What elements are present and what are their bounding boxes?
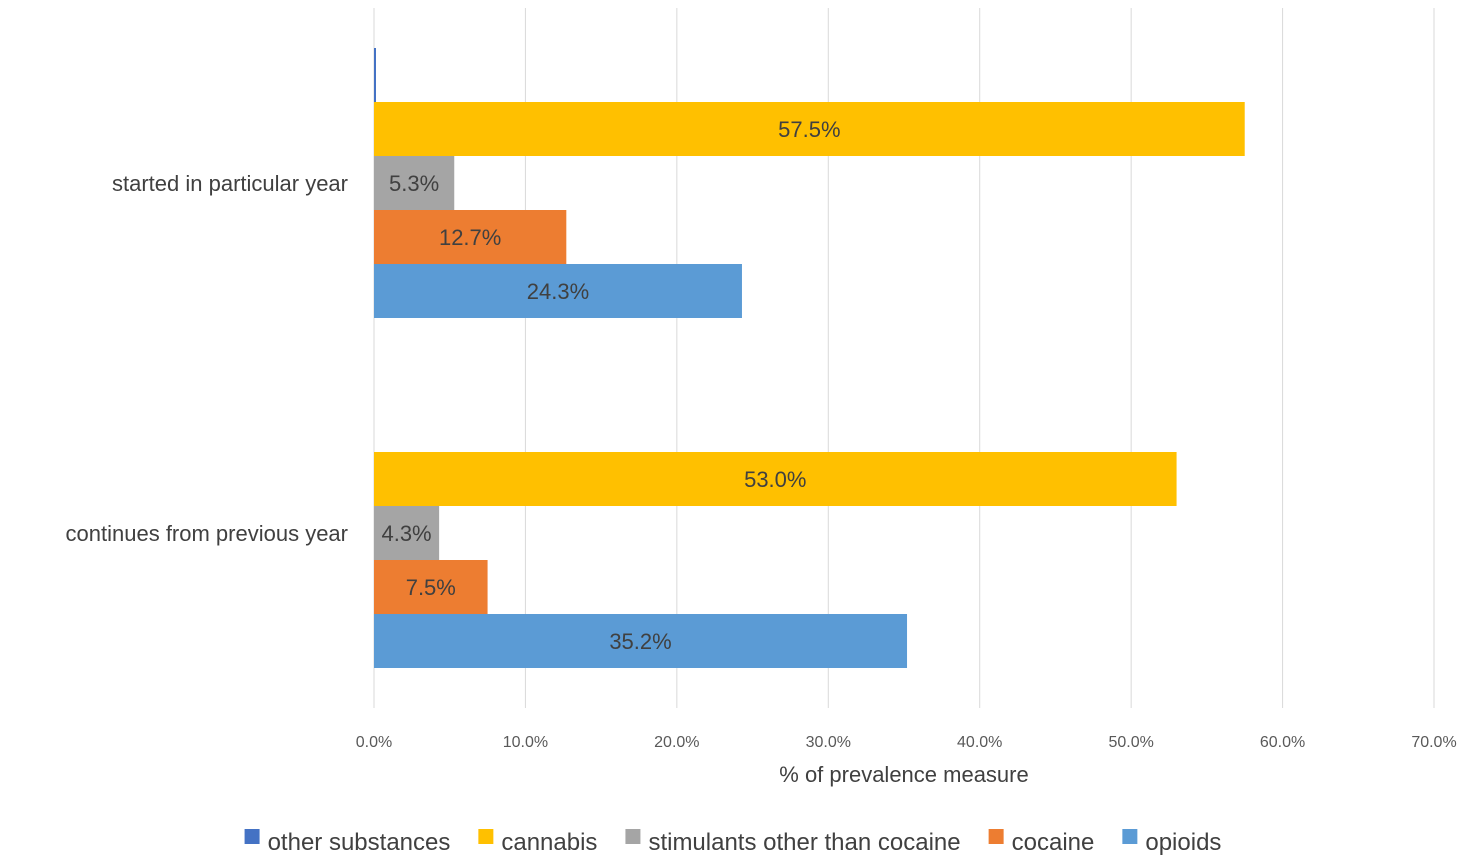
bar bbox=[374, 48, 376, 102]
bar bbox=[374, 560, 488, 614]
data-labels: 53.0% 4.3% 7.5% 35.2% 57.5% 5.3% 12.7% 24.3% bbox=[381, 117, 840, 654]
legend: other substances cannabis stimulants other… bbox=[244, 829, 1221, 856]
bars bbox=[374, 48, 1245, 668]
legend-swatch bbox=[244, 829, 260, 844]
x-tick-label: 60.0% bbox=[1260, 734, 1305, 751]
bar bbox=[374, 210, 567, 264]
category-label: started in particular year bbox=[112, 171, 348, 196]
legend-label: other substances bbox=[268, 829, 451, 856]
x-axis-ticks: 0.0% 10.0% 20.0% 30.0% 40.0% 50.0% 60.0% 70.0% bbox=[356, 734, 1457, 751]
legend-item: cannabis bbox=[478, 829, 597, 856]
x-tick-label: 40.0% bbox=[957, 734, 1002, 751]
legend-label: cannabis bbox=[501, 829, 597, 856]
category-labels: continues from previous year started in p… bbox=[66, 171, 348, 546]
x-axis-title: % of prevalence measure bbox=[779, 762, 1028, 787]
legend-item: other substances bbox=[244, 829, 451, 856]
bar bbox=[374, 264, 742, 318]
x-tick-label: 50.0% bbox=[1108, 734, 1153, 751]
x-tick-label: 30.0% bbox=[806, 734, 851, 751]
x-tick-label: 10.0% bbox=[503, 734, 548, 751]
x-tick-label: 70.0% bbox=[1411, 734, 1456, 751]
bar-data-label: 5.3% bbox=[389, 171, 439, 196]
category-label: continues from previous year bbox=[66, 521, 348, 546]
legend-item: opioids bbox=[1122, 829, 1221, 856]
bar-data-label: 4.3% bbox=[381, 521, 431, 546]
bar-data-label: 24.3% bbox=[527, 279, 589, 304]
x-tick-label: 0.0% bbox=[356, 734, 392, 751]
legend-item: cocaine bbox=[988, 829, 1095, 856]
legend-label: stimulants other than cocaine bbox=[648, 829, 960, 856]
bar bbox=[374, 452, 1177, 506]
legend-swatch bbox=[625, 829, 641, 844]
bar bbox=[374, 156, 455, 210]
bar-data-label: 35.2% bbox=[609, 629, 671, 654]
x-tick-label: 20.0% bbox=[654, 734, 699, 751]
bar bbox=[374, 102, 1245, 156]
bar-data-label: 57.5% bbox=[778, 117, 840, 142]
legend-swatch bbox=[478, 829, 494, 844]
bar bbox=[374, 506, 440, 560]
legend-item: stimulants other than cocaine bbox=[625, 829, 961, 856]
legend-swatch bbox=[988, 829, 1004, 844]
bar-data-label: 12.7% bbox=[439, 225, 501, 250]
legend-swatch bbox=[1122, 829, 1138, 844]
legend-label: opioids bbox=[1145, 829, 1221, 856]
bar bbox=[374, 614, 908, 668]
legend-label: cocaine bbox=[1012, 829, 1095, 856]
bar-data-label: 53.0% bbox=[744, 467, 806, 492]
bar-data-label: 7.5% bbox=[406, 575, 456, 600]
